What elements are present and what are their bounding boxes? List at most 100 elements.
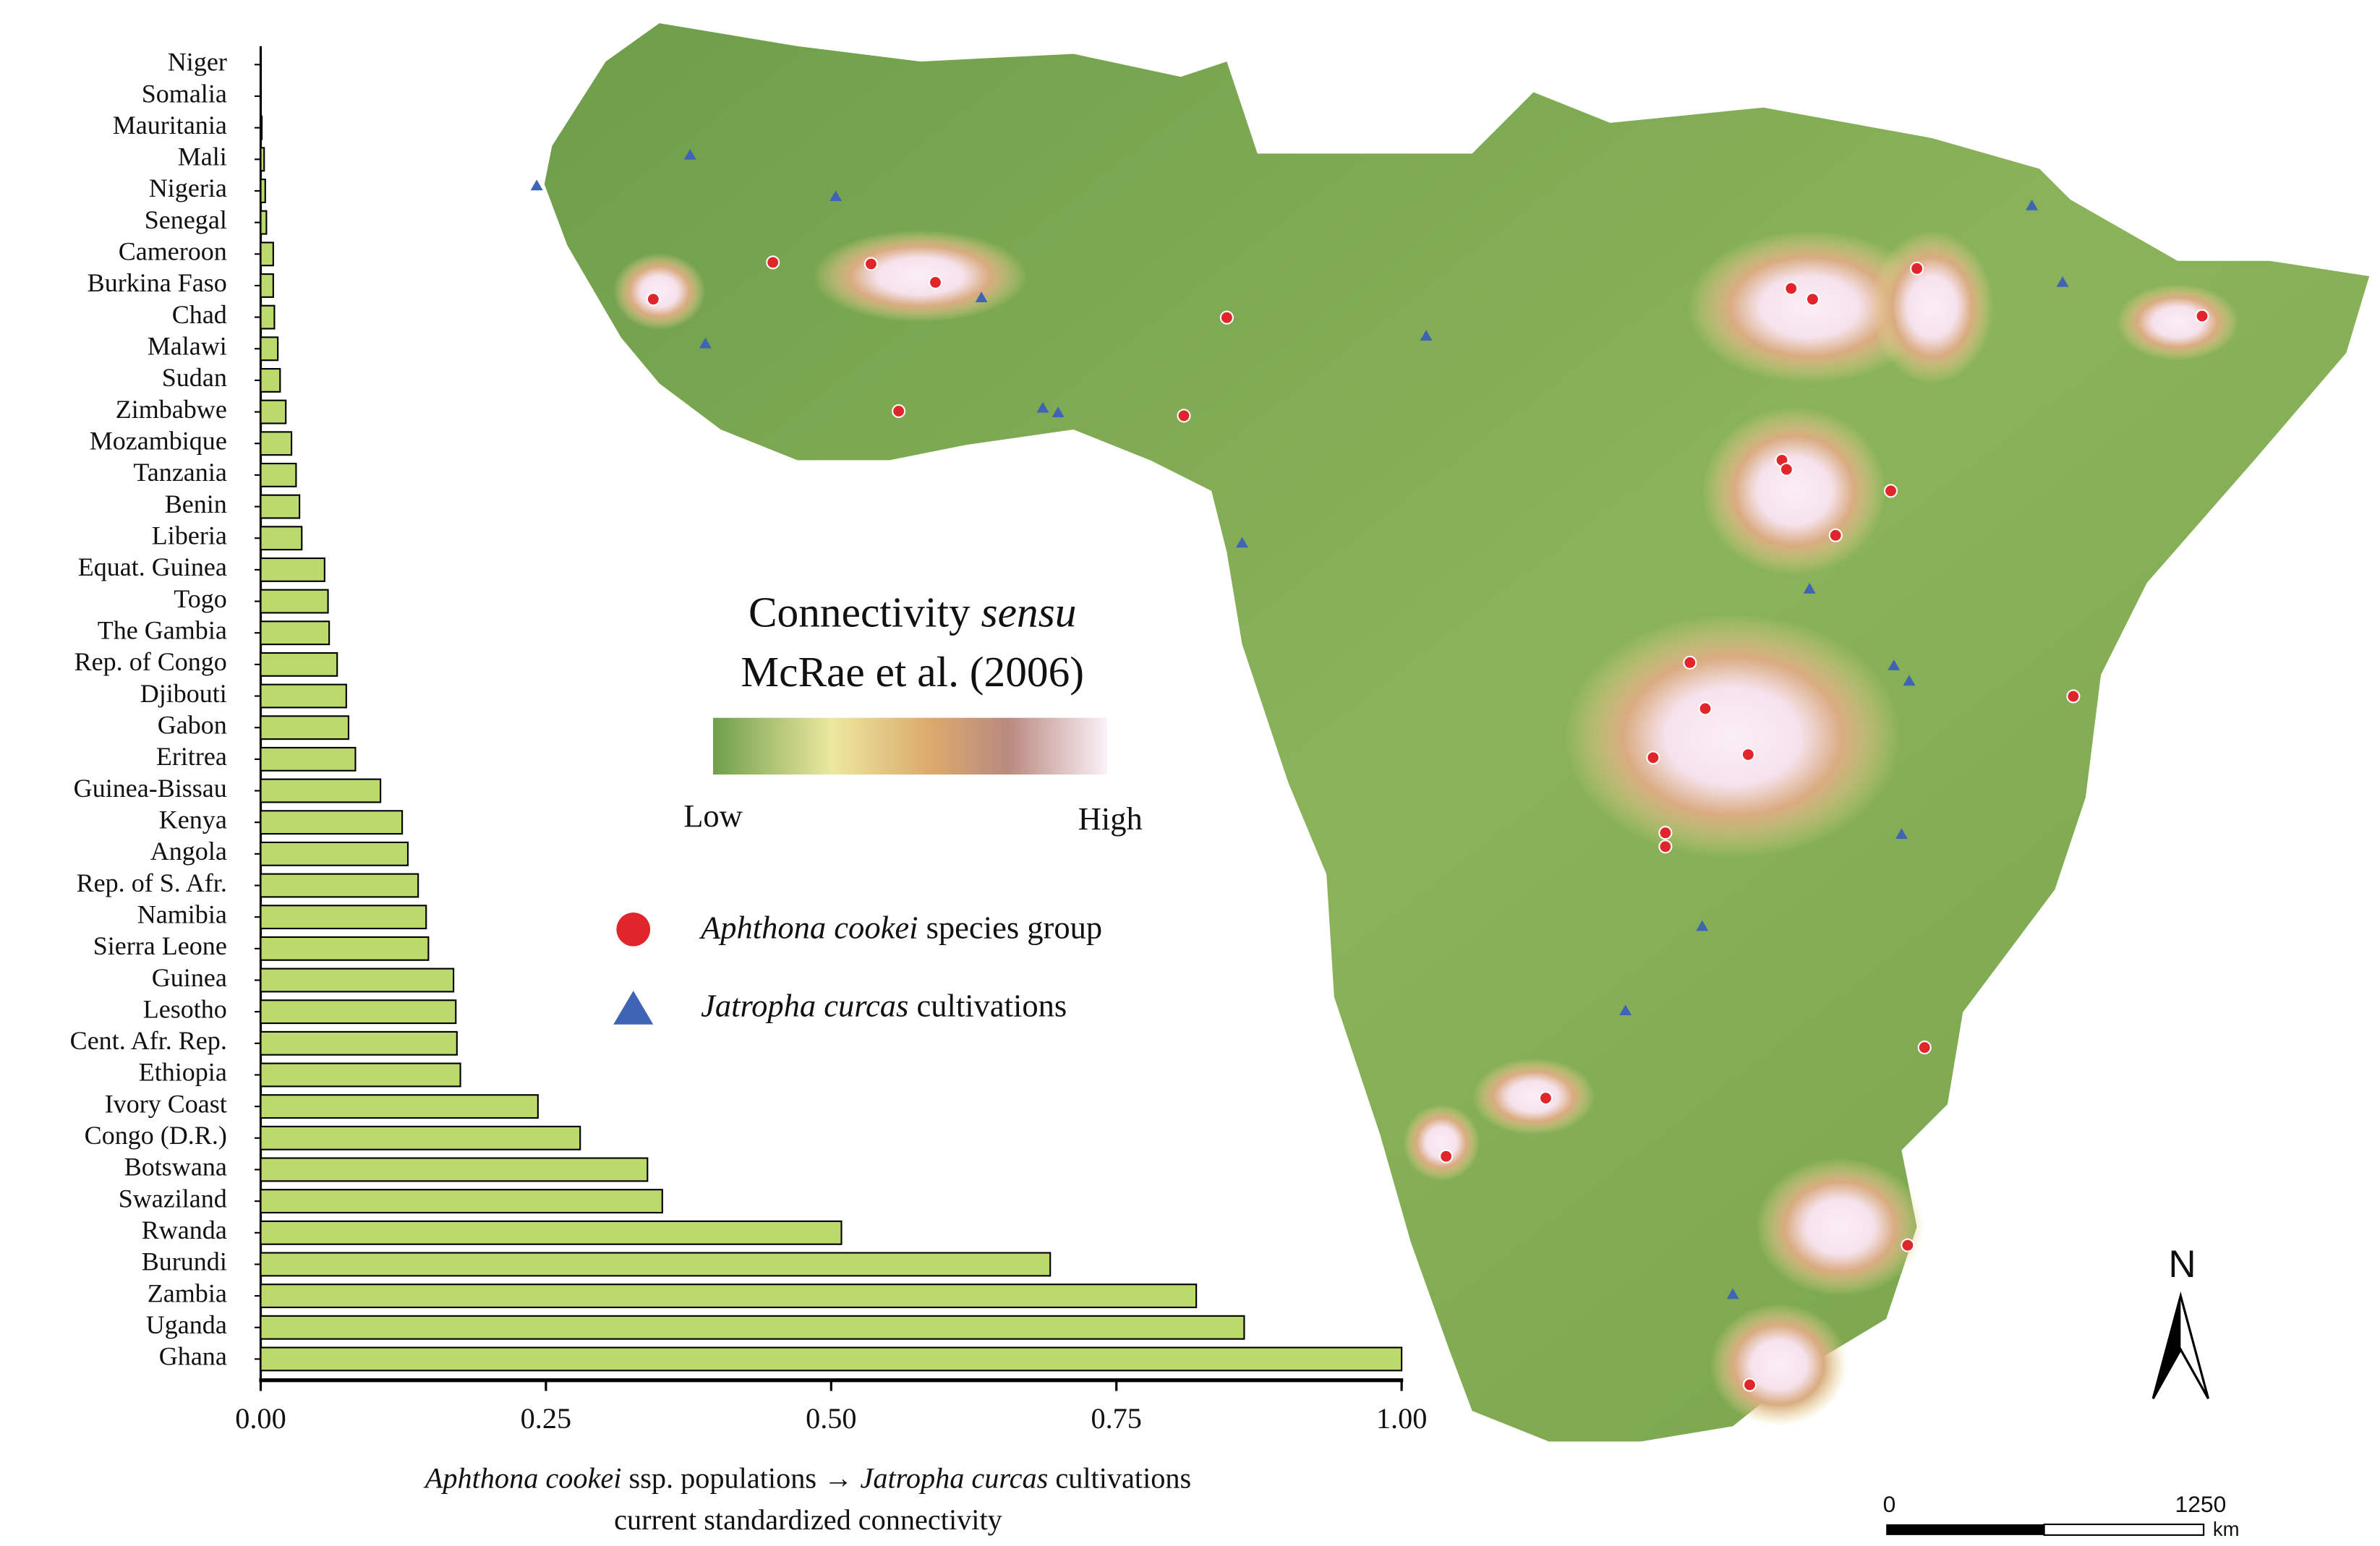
north-label: N (2168, 1243, 2196, 1286)
y-tick-label: Ivory Coast (105, 1089, 227, 1118)
color-ramp (713, 717, 1107, 775)
bar (260, 873, 419, 898)
scale-unit: km (2213, 1518, 2240, 1540)
y-tick-label: Sudan (162, 363, 227, 392)
y-tick-label: Niger (168, 48, 227, 77)
legend-cultivation: Jatropha curcas cultivations (701, 988, 1067, 1024)
x-tick-label: 1.00 (1376, 1402, 1427, 1435)
y-tick-label: Kenya (159, 805, 227, 834)
y-tick-label: Swaziland (119, 1184, 227, 1213)
y-tick-label: Benin (165, 490, 227, 518)
y-tick-label: The Gambia (98, 615, 227, 644)
y-tick-label: Mali (178, 142, 227, 171)
bar (260, 242, 274, 267)
bar-chart: Aphthona cookei ssp. populations → Jatro… (70, 46, 1427, 1536)
y-tick-label: Mozambique (90, 427, 227, 456)
map (530, 23, 2370, 1442)
bar (260, 1094, 539, 1119)
scale-end: 1250 (2175, 1491, 2227, 1517)
y-tick-label: Guinea-Bissau (74, 774, 227, 803)
x-tick-label: 0.25 (521, 1402, 571, 1435)
legend-triangle (613, 991, 654, 1025)
legend-title: Connectivity sensu (748, 588, 1076, 636)
y-tick-label: Cameroon (119, 237, 227, 266)
y-tick-label: Burkina Faso (88, 268, 227, 297)
y-tick-label: Sierra Leone (93, 931, 227, 960)
y-tick-label: Rep. of Congo (74, 647, 227, 676)
bar (260, 304, 276, 330)
y-tick-label: Malawi (148, 332, 227, 361)
bar (260, 746, 357, 772)
bar (260, 683, 347, 709)
connectivity-hotspots (613, 230, 2239, 1427)
y-tick-label: Nigeria (149, 174, 227, 202)
y-tick-label: Djibouti (140, 679, 227, 708)
bar (260, 778, 382, 803)
y-tick-label: Lesotho (143, 994, 227, 1023)
bar (260, 1030, 458, 1056)
x-axis-title: current standardized connectivity (614, 1503, 1002, 1536)
scale-bar: 0 1250 km (1883, 1491, 2240, 1540)
y-tick-label: Namibia (137, 900, 227, 928)
bar (260, 462, 297, 487)
legend-low: Low (683, 798, 743, 834)
north-arrow: N (2151, 1243, 2210, 1399)
bar (260, 968, 455, 993)
cultivation-points (530, 148, 2069, 1299)
legend-title: McRae et al. (2006) (741, 648, 1084, 696)
y-tick-label: Botswana (124, 1153, 227, 1182)
bar (260, 1062, 461, 1088)
bar (260, 399, 287, 424)
bar (260, 1284, 1198, 1309)
y-tick-label: Liberia (152, 521, 227, 550)
bar (260, 652, 338, 677)
bar (260, 1346, 1403, 1372)
bar (260, 336, 279, 362)
y-tick-label: Guinea (152, 963, 227, 992)
bar (260, 1125, 581, 1150)
x-tick-label: 0.00 (235, 1402, 286, 1435)
bar (260, 936, 430, 961)
y-tick-label: Chad (172, 300, 227, 329)
y-tick-label: Rep. of S. Afr. (77, 868, 227, 897)
y-tick-label: Tanzania (133, 458, 227, 487)
y-tick-label: Mauritania (113, 111, 227, 140)
bar (260, 1189, 663, 1214)
y-tick-label: Uganda (146, 1310, 227, 1339)
bar (260, 841, 409, 866)
bar (260, 999, 457, 1025)
legend-circle (616, 912, 651, 947)
y-tick-label: Equat. Guinea (78, 552, 227, 581)
scale-start: 0 (1883, 1491, 1896, 1517)
bar (260, 494, 301, 519)
bar (260, 589, 329, 614)
y-tick-label: Cent. Afr. Rep. (70, 1026, 227, 1055)
y-tick-label: Eritrea (156, 742, 227, 771)
y-tick-label: Ethiopia (139, 1058, 227, 1087)
y-tick-label: Angola (150, 837, 227, 866)
bar (260, 1220, 843, 1245)
bar (260, 620, 330, 646)
x-axis-title: Aphthona cookei ssp. populations → Jatro… (423, 1462, 1191, 1495)
bar (260, 557, 325, 582)
x-tick-label: 0.50 (806, 1402, 856, 1435)
legend-high: High (1078, 800, 1143, 837)
y-tick-label: Ghana (159, 1342, 227, 1371)
legend-species: Aphthona cookei species group (699, 910, 1102, 946)
bar (260, 115, 263, 140)
y-tick-label: Togo (174, 584, 227, 613)
bar (260, 431, 293, 456)
y-tick-label: Zambia (148, 1278, 227, 1307)
bar (260, 1252, 1052, 1277)
bar (260, 810, 404, 835)
bar (260, 210, 268, 235)
y-tick-label: Gabon (158, 710, 227, 739)
y-tick-label: Rwanda (142, 1216, 227, 1244)
map-legend: Connectivity sensu McRae et al. (2006) L… (613, 588, 1143, 1025)
y-tick-label: Congo (D.R.) (85, 1121, 227, 1150)
y-tick-label: Senegal (145, 205, 227, 234)
bar (260, 179, 266, 203)
y-tick-label: Zimbabwe (116, 395, 227, 424)
bar (260, 1157, 649, 1182)
